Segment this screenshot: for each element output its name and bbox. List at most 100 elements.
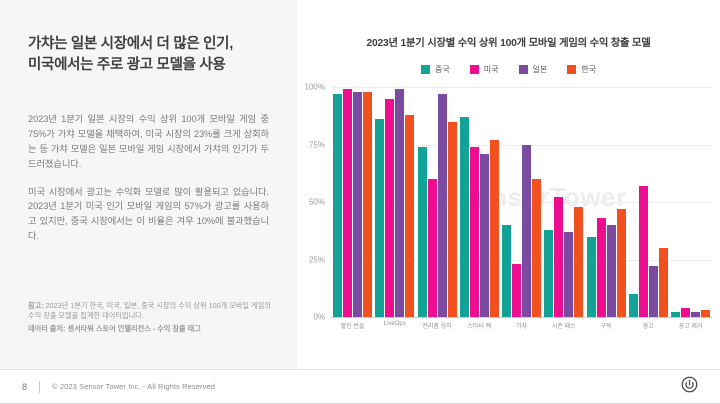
legend-label: 미국 [483, 65, 499, 74]
page-title-line1: 가챠는 일본 시장에서 더 많은 인기, [28, 36, 233, 52]
bar-한국-광고 [658, 248, 668, 317]
bar-set [544, 87, 584, 317]
bar-group-전리품 상자: 전리품 상자 [417, 87, 457, 330]
page-title: 가챠는 일본 시장에서 더 많은 인기, 미국에서는 주로 광고 모델을 사용 [28, 34, 269, 76]
y-axis: 100% 75% 50% 25% 0% [297, 83, 331, 322]
bar-group-스타터 팩: 스타터 팩 [459, 87, 499, 330]
x-axis-label: 구독 [600, 324, 612, 330]
bar-일본-스타터 팩 [479, 153, 489, 317]
bar-한국-스타터 팩 [489, 139, 499, 317]
page-number: 8 [22, 381, 28, 392]
bar-일본-가챠 [522, 144, 531, 317]
bar-group-시즌 패스: 시즌 패스 [544, 87, 584, 330]
chart-legend: 중국 미국 일본 한국 [297, 64, 720, 75]
legend-swatch-icon [567, 65, 577, 74]
legend-swatch-icon [518, 65, 528, 74]
y-tick-label: 100% [304, 82, 325, 92]
bar-일본-광고 제거 [691, 312, 700, 317]
bar-중국-LiveOps [375, 119, 385, 317]
chart-panel: 2023년 1분기 시장별 수익 상위 100개 모바일 게임의 수익 창출 모… [297, 0, 720, 369]
bar-미국-광고 제거 [681, 307, 690, 317]
slide-footer: 8 © 2023 Sensor Tower Inc. - All Rights … [0, 369, 720, 403]
gridline [331, 202, 712, 203]
x-axis-label: 광고 [642, 324, 654, 330]
paragraph-gacha: 2023년 1분기 일본 시장의 수익 상위 100개 모바일 게임 중 75%… [28, 114, 269, 169]
footnote-label: 참고: [28, 300, 44, 310]
bar-set [586, 87, 626, 317]
bar-미국-전리품 상자 [427, 179, 437, 317]
bar-중국-구독 [586, 236, 596, 317]
bar-일본-광고 [648, 266, 658, 317]
footnote: 참고: 2023년 1분기 한국, 미국, 일본, 중국 시장의 수익 상위 1… [28, 301, 271, 335]
bar-미국-구독 [596, 218, 606, 317]
y-tick-label: 0% [313, 312, 325, 322]
bar-중국-광고 제거 [671, 312, 680, 317]
bar-미국-가챠 [512, 264, 521, 317]
main-content: 가챠는 일본 시장에서 더 많은 인기, 미국에서는 주로 광고 모델을 사용 … [0, 0, 720, 369]
bar-미국-할인 번들 [343, 89, 352, 317]
legend-swatch-icon [469, 65, 479, 74]
bar-한국-구독 [616, 208, 626, 317]
bar-group-구독: 구독 [586, 87, 626, 330]
y-tick-label: 75% [308, 140, 325, 149]
legend-item-미국: 미국 [469, 64, 499, 75]
copyright-text: © 2023 Sensor Tower Inc. - All Rights Re… [52, 382, 215, 391]
bar-중국-스타터 팩 [459, 116, 469, 317]
bar-미국-시즌 패스 [554, 197, 564, 317]
bar-중국-시즌 패스 [544, 229, 554, 317]
bar-한국-LiveOps [405, 114, 415, 317]
footer-divider [39, 380, 41, 393]
legend-item-일본: 일본 [518, 64, 548, 75]
bar-일본-시즌 패스 [564, 231, 574, 317]
bar-일본-구독 [606, 225, 616, 317]
y-tick-label: 25% [308, 255, 325, 264]
x-axis-label: 가챠 [515, 324, 528, 330]
y-tick-label: 50% [308, 197, 325, 207]
bar-중국-광고 [628, 294, 638, 317]
footnote-body: 2023년 1분기 한국, 미국, 일본, 중국 시장의 수익 상위 100개 … [28, 300, 271, 321]
footnote-text: 참고: 2023년 1분기 한국, 미국, 일본, 중국 시장의 수익 상위 1… [28, 301, 271, 323]
bar-set [671, 87, 710, 317]
x-axis-label: LiveOps [383, 321, 406, 327]
bar-일본-할인 번들 [353, 91, 362, 317]
legend-label: 일본 [532, 65, 548, 74]
x-axis-label: 할인 번들 [340, 324, 365, 330]
bar-columns: 할인 번들 LiveOps 전리품 상자 스타터 팩 가챠 시즌 패스 구독 광고 광고 제거 [333, 87, 710, 330]
gridline [331, 87, 712, 88]
bar-한국-할인 번들 [363, 91, 372, 317]
data-source: 데이터 출처: 센서타워 스토어 인텔리전스 - 수익 창출 태그 [28, 324, 201, 334]
bar-한국-전리품 상자 [447, 121, 457, 317]
legend-item-중국: 중국 [421, 64, 450, 75]
bar-일본-LiveOps [395, 89, 405, 317]
x-axis-label: 광고 제거 [678, 324, 703, 330]
bar-미국-스타터 팩 [469, 146, 479, 317]
bar-중국-할인 번들 [333, 93, 342, 317]
bar-일본-전리품 상자 [437, 93, 447, 317]
bar-group-광고 제거: 광고 제거 [671, 87, 710, 330]
page-title-line2: 미국에서는 주로 광고 모델을 사용 [28, 57, 226, 74]
bar-set [502, 87, 541, 317]
legend-label: 한국 [581, 65, 596, 74]
legend-swatch-icon [421, 65, 431, 74]
bar-set [628, 87, 668, 317]
bar-set [417, 87, 457, 317]
x-axis-label: 시즌 패스 [551, 324, 576, 330]
x-axis-label: 전리품 상자 [422, 324, 452, 330]
paragraph-ads: 미국 시장에서 광고는 수익화 모델로 많이 활용되고 있습니다. 2023년 … [28, 186, 269, 242]
gridline [331, 259, 712, 261]
sensor-tower-logo-icon [681, 376, 698, 398]
bar-set [333, 87, 372, 317]
text-sidebar: 가챠는 일본 시장에서 더 많은 인기, 미국에서는 주로 광고 모델을 사용 … [0, 0, 297, 369]
bar-group-LiveOps: LiveOps [375, 87, 415, 327]
legend-label: 중국 [435, 65, 450, 74]
gridline [331, 144, 712, 146]
bar-group-가챠: 가챠 [502, 87, 541, 330]
plot-area: SensorTower 할인 번들 LiveOps 전리품 상자 스타터 팩 가챠 시즌 … [331, 87, 712, 330]
legend-item-한국: 한국 [567, 64, 596, 75]
bar-한국-가챠 [532, 179, 541, 317]
bar-중국-가챠 [502, 225, 511, 317]
bar-group-광고: 광고 [628, 87, 668, 330]
gridline [331, 317, 712, 318]
bar-한국-시즌 패스 [574, 206, 584, 317]
